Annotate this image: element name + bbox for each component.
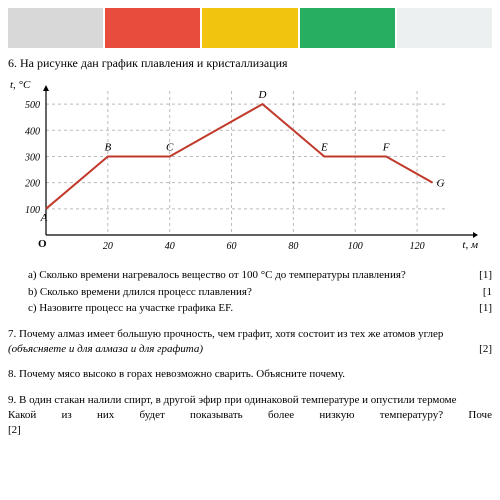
q9-word: будет <box>140 408 165 423</box>
q9-word: более <box>268 408 294 423</box>
chart-svg: 100 200 300 400 500 20 40 60 80 100 120 O A B C D E F G <box>8 79 478 259</box>
svg-text:400: 400 <box>25 126 40 137</box>
svg-text:D: D <box>257 89 266 101</box>
svg-text:C: C <box>166 141 174 153</box>
q6c: c) Назовите процесс на участке графика E… <box>28 300 492 317</box>
q9: 9. В один стакан налили спирт, в другой … <box>8 393 492 439</box>
svg-text:20: 20 <box>103 241 113 252</box>
q6-title: 6. На рисунке дан график плавления и кри… <box>8 56 492 71</box>
y-axis-label: t, °C <box>10 79 30 91</box>
svg-text:100: 100 <box>348 241 363 252</box>
q6-subquestions: a) Сколько времени нагревалось вещество … <box>28 267 492 317</box>
q9-word: Поче <box>468 408 492 423</box>
svg-text:G: G <box>437 178 445 190</box>
svg-text:100: 100 <box>25 205 40 216</box>
svg-text:500: 500 <box>25 100 40 111</box>
melting-chart: t, °C 100 200 300 400 500 20 40 60 80 100 120 O A B C D… <box>8 79 478 259</box>
x-axis-label: t, м <box>462 239 478 251</box>
q9-word: из <box>62 408 72 423</box>
svg-text:300: 300 <box>24 152 40 163</box>
svg-text:E: E <box>320 141 328 153</box>
svg-text:O: O <box>38 238 47 250</box>
strip-3 <box>202 8 297 48</box>
svg-text:80: 80 <box>288 241 298 252</box>
q9-word: них <box>97 408 114 423</box>
svg-text:200: 200 <box>25 179 40 190</box>
svg-text:A: A <box>40 212 48 224</box>
svg-text:F: F <box>382 141 390 153</box>
q6a: a) Сколько времени нагревалось вещество … <box>28 267 492 284</box>
svg-text:40: 40 <box>165 241 175 252</box>
q7: 7. Почему алмаз имеет большую прочность,… <box>8 327 492 358</box>
svg-text:B: B <box>104 141 111 153</box>
header-image-strip <box>8 8 492 48</box>
q8: 8. Почему мясо высоко в горах невозможно… <box>8 367 492 382</box>
q9-word: температуру? <box>380 408 443 423</box>
q9-word: низкую <box>319 408 354 423</box>
q9-word: показывать <box>190 408 243 423</box>
strip-4 <box>300 8 395 48</box>
q6b: b) Сколько времени длился процесс плавле… <box>28 284 492 301</box>
strip-2 <box>105 8 200 48</box>
strip-5 <box>397 8 492 48</box>
svg-text:60: 60 <box>227 241 237 252</box>
strip-1 <box>8 8 103 48</box>
svg-text:120: 120 <box>410 241 425 252</box>
q9-word: Какой <box>8 408 36 423</box>
